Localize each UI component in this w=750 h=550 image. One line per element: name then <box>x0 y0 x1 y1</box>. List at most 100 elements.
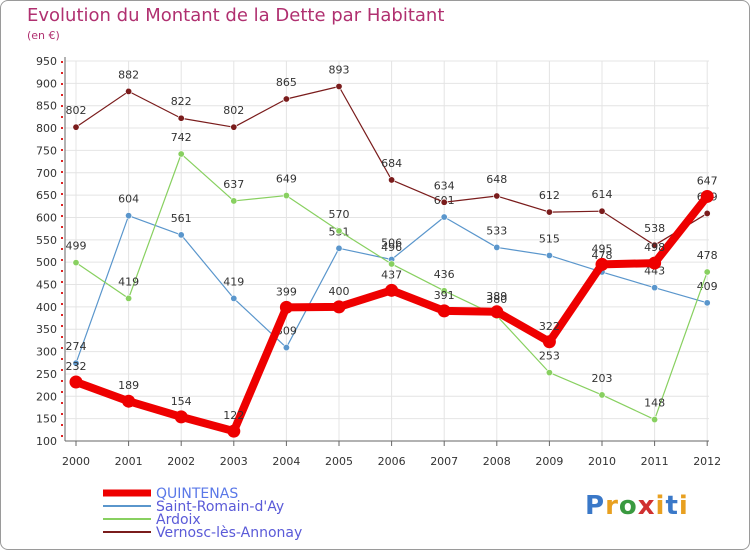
data-label: 649 <box>276 173 297 186</box>
data-label: 148 <box>644 397 665 410</box>
data-point <box>385 283 399 297</box>
data-label: 570 <box>329 208 350 221</box>
data-label: 634 <box>434 179 455 192</box>
data-point <box>440 287 448 295</box>
data-point <box>335 227 343 235</box>
logo-letter: r <box>605 491 619 521</box>
data-label: 322 <box>539 320 560 333</box>
data-point <box>335 244 343 252</box>
data-label: 802 <box>223 104 244 117</box>
legend-label: Ardoix <box>156 512 201 528</box>
data-point <box>72 123 80 131</box>
y-tick-label: 800 <box>36 122 57 135</box>
logo-letter: i <box>655 491 666 521</box>
data-label: 538 <box>644 222 665 235</box>
data-label: 419 <box>118 275 139 288</box>
data-point <box>72 359 80 367</box>
data-point <box>598 207 606 215</box>
y-tick-label: 600 <box>36 211 57 224</box>
data-point <box>440 198 448 206</box>
data-label: 742 <box>171 131 192 144</box>
y-tick-label: 700 <box>36 167 57 180</box>
x-tick-label: 2007 <box>430 455 458 468</box>
data-label: 400 <box>329 285 350 298</box>
data-label: 802 <box>66 104 87 117</box>
y-tick-label: 350 <box>36 323 57 336</box>
data-point <box>174 410 188 424</box>
y-tick-label: 200 <box>36 390 57 403</box>
series-quintenas: 232 189 154 122 399 400 437 391 389 322 495 498 647 <box>66 174 718 438</box>
y-tick-label: 100 <box>36 435 57 448</box>
data-label: 561 <box>171 212 192 225</box>
y-tick-label: 400 <box>36 301 57 314</box>
data-point <box>72 259 80 267</box>
data-point <box>227 424 241 438</box>
data-label: 409 <box>697 280 718 293</box>
data-label: 478 <box>697 249 718 262</box>
data-point <box>282 344 290 352</box>
data-point <box>332 300 346 314</box>
data-point <box>177 231 185 239</box>
data-point <box>651 241 659 249</box>
x-tick-label: 2000 <box>62 455 90 468</box>
data-label: 604 <box>118 193 139 206</box>
data-label: 399 <box>276 285 297 298</box>
data-point <box>595 257 609 271</box>
x-tick-label: 2008 <box>483 455 511 468</box>
y-tick-label: 550 <box>36 234 57 247</box>
y-tick-label: 450 <box>36 279 57 292</box>
y-tick-label: 500 <box>36 256 57 269</box>
data-point <box>230 294 238 302</box>
logo-letter: x <box>637 491 656 521</box>
data-label: 614 <box>592 188 613 201</box>
x-tick-label: 2012 <box>693 455 721 468</box>
data-label: 478 <box>592 249 613 262</box>
data-point <box>388 176 396 184</box>
y-tick-label: 950 <box>36 55 57 68</box>
y-tick-label: 850 <box>36 100 57 113</box>
data-point <box>230 197 238 205</box>
data-label: 648 <box>486 173 507 186</box>
data-label: 495 <box>592 242 613 255</box>
data-label: 274 <box>66 340 87 353</box>
data-point <box>69 375 83 389</box>
data-point <box>493 243 501 251</box>
data-label: 203 <box>592 372 613 385</box>
data-label: 496 <box>381 241 402 254</box>
legend-label: QUINTENAS <box>156 486 238 502</box>
logo-letter: P <box>585 491 606 521</box>
data-label: 380 <box>486 293 507 306</box>
data-label: 389 <box>486 290 507 303</box>
y-tick-label: 250 <box>36 368 57 381</box>
data-point <box>125 212 133 220</box>
data-label: 822 <box>171 95 192 108</box>
data-label: 882 <box>118 68 139 81</box>
data-point <box>282 192 290 200</box>
data-point <box>545 369 553 377</box>
data-label: 684 <box>381 157 402 170</box>
data-point <box>648 256 662 270</box>
series-ardoix: 499 419 742 637 649 570 496 436 380 253 203 148 478 <box>66 131 718 424</box>
data-label: 189 <box>118 379 139 392</box>
y-tick-label: 150 <box>36 413 57 426</box>
data-label: 637 <box>223 178 244 191</box>
data-point <box>122 394 136 408</box>
x-tick-label: 2009 <box>535 455 563 468</box>
data-point <box>651 284 659 292</box>
data-point <box>388 260 396 268</box>
data-label: 443 <box>644 265 665 278</box>
x-tick-label: 2010 <box>588 455 616 468</box>
data-label: 154 <box>171 395 192 408</box>
data-label: 391 <box>434 289 455 302</box>
data-label: 436 <box>434 268 455 281</box>
data-label: 533 <box>486 224 507 237</box>
y-tick-label: 900 <box>36 77 57 90</box>
x-tick-label: 2003 <box>220 455 248 468</box>
x-tick-label: 2006 <box>378 455 406 468</box>
data-point <box>545 208 553 216</box>
x-tick-label: 2011 <box>641 455 669 468</box>
data-label: 419 <box>223 275 244 288</box>
data-label: 893 <box>329 63 350 76</box>
data-label: 647 <box>697 174 718 187</box>
data-label: 498 <box>644 241 665 254</box>
